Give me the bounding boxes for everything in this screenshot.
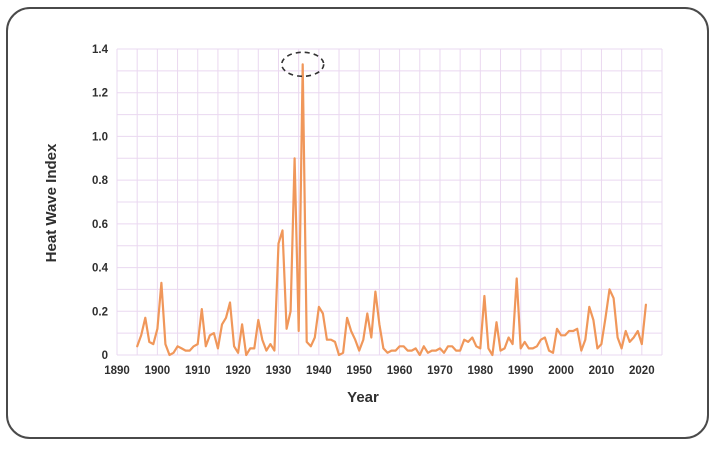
y-tick-labels: 0 0.2 0.4 0.6 0.8 1.0 1.2 1.4 — [92, 44, 109, 362]
y-tick-label: 1.4 — [92, 44, 109, 56]
x-tick-label: 1990 — [508, 365, 534, 377]
x-tick-label: 1940 — [306, 365, 332, 377]
y-tick-label: 1.0 — [92, 131, 108, 143]
x-tick-label: 1950 — [346, 365, 372, 377]
y-tick-label: 0.4 — [92, 263, 109, 275]
x-tick-label: 1960 — [387, 365, 413, 377]
peak-highlight-ellipse — [280, 51, 325, 78]
x-tick-label: 1930 — [266, 365, 292, 377]
x-tick-label: 1920 — [225, 365, 251, 377]
x-tick-label: 2010 — [589, 365, 615, 377]
x-tick-label: 1970 — [427, 365, 453, 377]
x-tick-labels: 1890 1900 1910 1920 1930 1940 1950 1960 1970 1980… — [104, 365, 654, 377]
y-tick-label: 1.2 — [92, 88, 108, 100]
y-tick-label: 0.2 — [92, 306, 108, 318]
y-tick-label: 0 — [102, 350, 108, 362]
y-tick-label: 0.8 — [92, 175, 109, 187]
grid — [116, 48, 663, 356]
y-tick-label: 0.6 — [92, 219, 108, 231]
y-axis-title: Heat Wave Index — [43, 143, 60, 262]
chart-card — [6, 7, 709, 439]
x-tick-label: 1980 — [468, 365, 494, 377]
x-tick-label: 2000 — [548, 365, 574, 377]
x-tick-label: 1900 — [145, 365, 171, 377]
x-tick-label: 2020 — [629, 365, 655, 377]
x-axis-title: Year — [347, 389, 379, 406]
heat-wave-index-line — [136, 63, 648, 357]
x-tick-label: 1890 — [104, 365, 130, 377]
x-tick-label: 1910 — [185, 365, 211, 377]
